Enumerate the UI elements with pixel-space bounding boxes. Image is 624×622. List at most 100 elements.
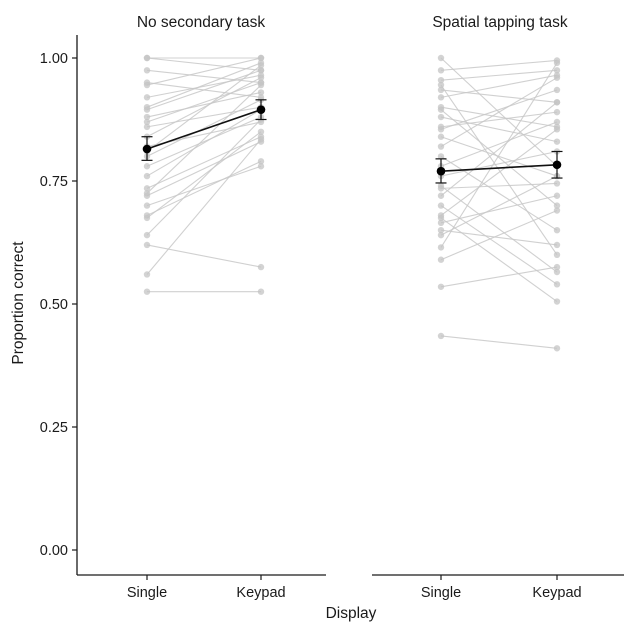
- subject-line: [146, 57, 262, 71]
- subject-point: [437, 332, 445, 340]
- mean-line: [440, 163, 558, 172]
- subject-point: [143, 54, 151, 62]
- subject-point: [437, 219, 445, 227]
- subject-point: [143, 123, 151, 131]
- x-axis-spatial-tapping-task: Single Keypad: [372, 574, 624, 601]
- subject-point: [553, 263, 561, 271]
- subject-line: [440, 101, 558, 197]
- subject-point: [257, 288, 265, 295]
- subject-line: [440, 74, 558, 98]
- subject-point: [437, 192, 445, 199]
- subject-line: [440, 59, 558, 71]
- subject-point: [257, 128, 265, 135]
- subject-point: [143, 94, 151, 101]
- subject-point: [553, 207, 561, 214]
- subject-point: [143, 106, 151, 113]
- subject-point: [437, 133, 445, 140]
- subject-line: [146, 116, 262, 167]
- subject-line: [440, 121, 558, 167]
- y-tick-label: 0.50: [40, 297, 68, 313]
- subject-line: [146, 141, 262, 197]
- mean-point: [142, 144, 152, 154]
- subject-line: [146, 109, 262, 177]
- subject-line: [440, 266, 558, 288]
- y-tick-label: 0.00: [40, 543, 68, 559]
- subject-point: [257, 67, 265, 74]
- subject-line: [440, 335, 558, 349]
- subject-point: [437, 227, 445, 234]
- subject-line: [440, 136, 558, 177]
- subject-point: [553, 138, 561, 145]
- mean-point: [552, 160, 562, 170]
- x-tick-label: Keypad: [532, 585, 581, 601]
- subject-point: [143, 241, 151, 249]
- subject-line: [440, 106, 558, 128]
- subject-point: [143, 185, 151, 192]
- subject-point: [553, 241, 561, 249]
- subject-point: [257, 163, 265, 170]
- subject-line: [146, 69, 262, 111]
- x-tick-label: Single: [127, 585, 167, 601]
- subject-line: [146, 136, 262, 189]
- subject-line: [146, 62, 262, 108]
- subject-line: [440, 111, 558, 128]
- mean-spatial-tapping-task: [435, 150, 563, 184]
- subject-line: [146, 77, 262, 138]
- subject-line: [146, 99, 262, 157]
- subject-point: [437, 113, 445, 121]
- subject-point: [437, 106, 445, 113]
- mean-no-secondary-task: [141, 99, 267, 161]
- y-tick-label: 0.75: [40, 174, 68, 190]
- subject-lines-spatial-tapping-task: [437, 54, 561, 352]
- subject-point: [437, 94, 445, 101]
- subject-point: [143, 192, 151, 199]
- subject-point: [257, 54, 265, 62]
- subject-point: [553, 74, 561, 81]
- subject-line: [146, 244, 262, 268]
- subject-point: [437, 54, 445, 62]
- subject-point: [437, 202, 445, 209]
- x-tick-label: Single: [421, 585, 461, 601]
- subject-point: [143, 118, 151, 126]
- y-tick-label: 0.25: [40, 420, 68, 436]
- subject-point: [257, 74, 265, 81]
- subject-line: [440, 217, 558, 302]
- subject-line: [146, 84, 262, 194]
- subject-line: [146, 91, 262, 118]
- subject-point: [437, 67, 445, 74]
- subject-line: [440, 84, 558, 256]
- subject-point: [553, 59, 561, 67]
- subject-point: [553, 118, 561, 126]
- subject-line: [440, 185, 558, 273]
- subject-point: [143, 214, 151, 222]
- subject-point: [437, 283, 445, 290]
- subject-line: [146, 106, 262, 128]
- subject-line: [146, 138, 262, 275]
- subject-line: [146, 64, 262, 152]
- subject-line: [146, 69, 262, 84]
- subject-line: [440, 128, 558, 216]
- x-axis-title: Display: [326, 605, 377, 622]
- subject-line: [440, 77, 558, 148]
- subject-line: [146, 160, 262, 216]
- subject-line: [440, 210, 558, 261]
- subject-point: [437, 143, 445, 150]
- mean-point: [436, 166, 446, 176]
- subject-point: [143, 271, 151, 278]
- subject-point: [257, 158, 265, 165]
- subject-point: [553, 251, 561, 258]
- subject-point: [553, 180, 561, 187]
- y-axis-title-group: Proportion correct: [10, 241, 27, 365]
- subject-line: [440, 116, 558, 143]
- subject-point: [553, 227, 561, 234]
- subject-point: [553, 67, 561, 74]
- subject-point: [437, 244, 445, 251]
- subject-point: [437, 126, 445, 133]
- subject-point: [143, 172, 151, 180]
- subject-point: [143, 202, 151, 209]
- subject-line: [440, 182, 558, 189]
- subject-point: [143, 288, 151, 295]
- x-tick-label: Keypad: [236, 585, 285, 601]
- subject-line: [146, 131, 262, 219]
- x-axis-no-secondary-task: Single Keypad: [77, 574, 326, 601]
